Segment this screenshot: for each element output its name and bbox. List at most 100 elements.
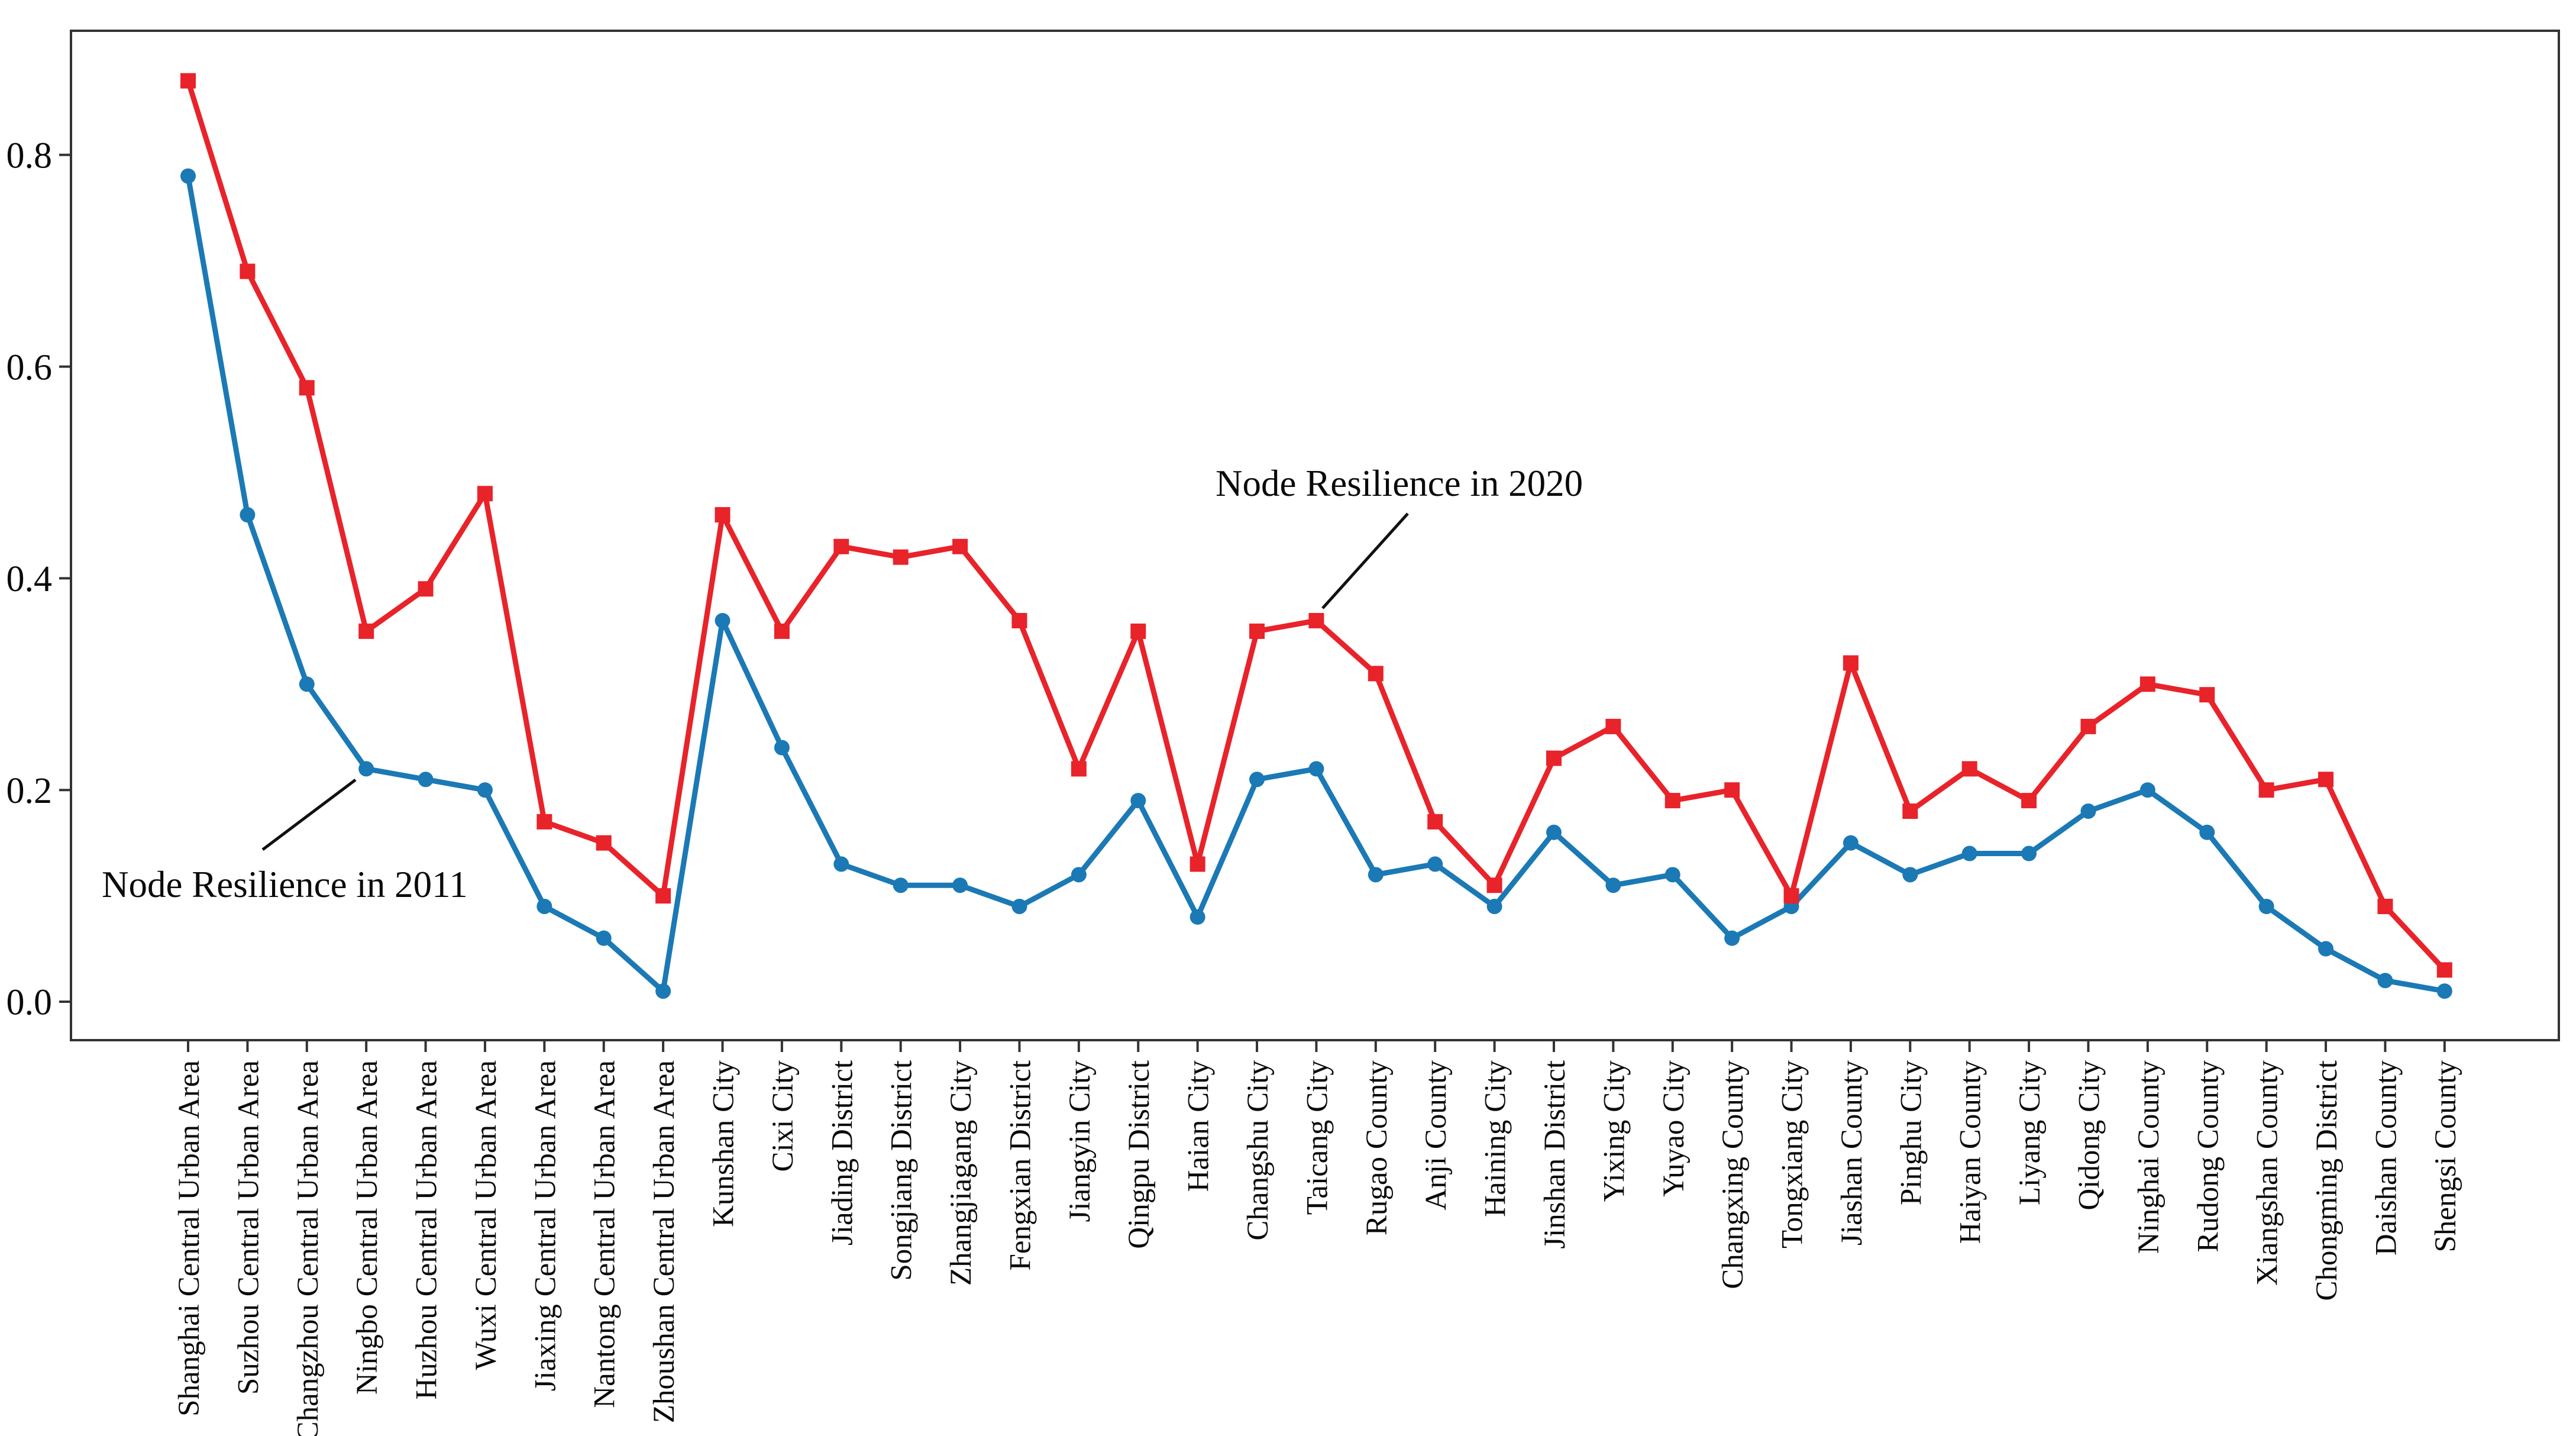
data-point-2011-3 [358,761,374,777]
x-tick-label: Haiyan County [1954,1060,1987,1244]
data-point-2011-13 [952,877,968,893]
x-axis-labels: Shanghai Central Urban Area Suzhou Centra… [173,1060,2462,1436]
data-point-2020-7 [596,835,612,851]
x-tick-label: Changshu City [1242,1060,1275,1241]
x-tick-label: Jiashan County [1835,1060,1869,1246]
x-tick-label: Jiangyin City [1064,1060,1097,1222]
x-tick-label: Cixi City [767,1060,800,1172]
data-point-2011-6 [536,898,552,914]
data-point-2020-22 [1486,877,1502,893]
data-point-2020-0 [180,73,196,89]
x-tick-label: Yuyao City [1657,1060,1691,1197]
data-point-2011-5 [477,782,493,798]
data-point-2011-8 [655,983,671,999]
data-point-2011-24 [1605,877,1621,893]
x-tick-label: Suzhou Central Urban Area [232,1060,265,1395]
data-point-2011-19 [1308,761,1324,777]
data-point-2020-28 [1843,655,1859,671]
series-line-2011 [185,173,2448,994]
data-point-2011-12 [893,877,909,893]
data-point-2020-18 [1249,623,1265,639]
x-tick-label: Yixing City [1598,1060,1631,1202]
data-point-2011-7 [596,930,612,946]
data-point-2020-27 [1783,888,1799,904]
data-point-2020-4 [418,581,434,597]
data-point-2020-11 [833,538,849,554]
x-tick-label: Jinshan District [1539,1060,1572,1249]
x-tick-label: Rudong County [2192,1060,2225,1253]
data-point-2020-29 [1902,803,1918,819]
series-label-2020: Node Resilience in 2020 [1216,463,1583,504]
data-point-2011-38 [2436,983,2452,999]
data-point-2011-2 [299,676,315,692]
data-point-2020-5 [477,486,493,502]
data-point-2011-23 [1546,824,1562,840]
data-point-2020-19 [1308,612,1324,628]
data-point-2020-2 [299,380,315,396]
data-point-2011-33 [2139,782,2155,798]
x-tick-label: Haining City [1479,1060,1512,1217]
data-point-2020-34 [2199,687,2215,703]
data-point-2011-34 [2199,824,2215,840]
series-label-2011: Node Resilience in 2011 [102,864,468,905]
data-point-2011-1 [240,507,256,523]
x-tick-label: Zhoushan Central Urban Area [648,1060,681,1423]
data-point-2011-21 [1427,856,1443,872]
x-tick-label: Nantong Central Urban Area [589,1060,622,1408]
x-tick-label: Taicang City [1301,1060,1334,1215]
data-point-2011-36 [2318,941,2334,957]
data-point-2020-31 [2021,793,2037,809]
data-point-2020-37 [2377,898,2393,914]
x-tick-label: Jiaxing Central Urban Area [529,1060,562,1391]
data-point-2020-9 [715,507,731,523]
x-tick-label: Rugao County [1360,1060,1394,1236]
x-tick-label: Pinghu City [1895,1060,1928,1206]
x-tick-label: Fengxian District [1004,1060,1037,1271]
x-tick-label: Chongming District [2310,1060,2344,1301]
data-point-2011-16 [1130,793,1146,809]
x-axis-ticks [187,1040,2446,1052]
data-point-2011-28 [1843,835,1859,851]
data-point-2020-15 [1071,761,1087,777]
x-tick-label: Wuxi Central Urban Area [470,1060,503,1370]
y-axis-ticks [59,153,71,1003]
x-tick-label: Liyang City [2013,1060,2047,1206]
data-point-2011-14 [1011,898,1027,914]
data-point-2020-24 [1605,718,1621,734]
data-point-2011-15 [1071,867,1087,883]
data-point-2020-33 [2139,676,2155,692]
data-point-2011-32 [2080,803,2096,819]
data-point-2020-21 [1427,814,1443,830]
data-point-2011-9 [715,612,731,628]
data-point-2020-14 [1011,612,1027,628]
data-point-2011-10 [774,740,790,756]
data-point-2020-12 [893,549,909,565]
x-tick-label: Qidong City [2073,1060,2106,1211]
y-tick-label: 0.6 [7,347,53,388]
data-point-2011-18 [1249,772,1265,788]
x-tick-label: Songjiang District [885,1060,919,1281]
data-point-2020-30 [1961,761,1977,777]
data-series-markers [180,73,2452,999]
data-point-2011-29 [1902,867,1918,883]
data-point-2020-6 [536,814,552,830]
y-tick-label: 0.4 [7,559,53,599]
y-tick-label: 0.8 [7,136,53,176]
x-tick-label: Tongxiang City [1776,1060,1809,1249]
x-tick-label: Huzhou Central Urban Area [411,1060,444,1400]
data-point-2020-32 [2080,718,2096,734]
data-point-2011-0 [180,168,196,184]
x-tick-label: Jiading District [826,1060,859,1245]
x-tick-label: Changzhou Central Urban Area [292,1060,325,1436]
x-tick-label: Ningbo Central Urban Area [351,1060,384,1395]
data-point-2011-25 [1664,867,1680,883]
data-point-2020-8 [655,888,671,904]
data-point-2011-31 [2021,846,2037,861]
data-series-lines [185,78,2448,994]
plot-area-border [70,30,2560,1041]
data-point-2011-17 [1190,909,1205,925]
data-point-2011-20 [1368,867,1384,883]
data-point-2020-26 [1724,782,1740,798]
x-tick-label: Anji County [1420,1060,1453,1211]
